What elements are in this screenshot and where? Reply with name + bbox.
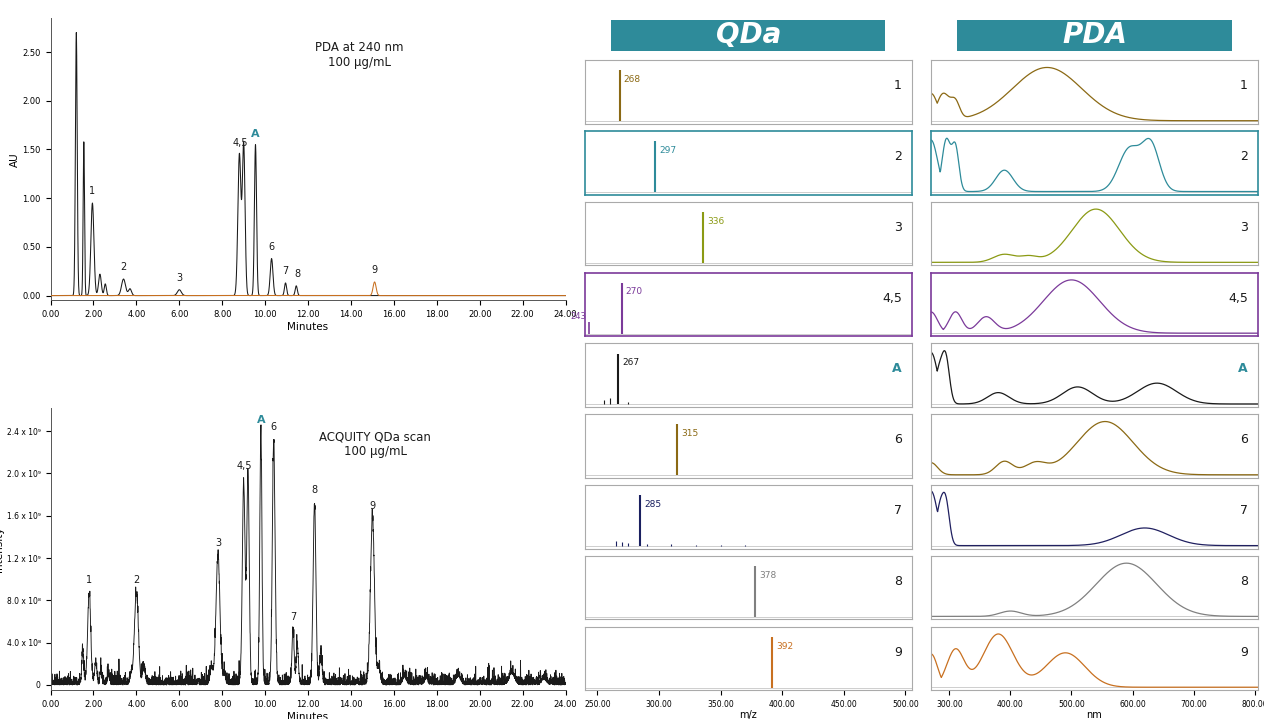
Text: 2: 2 (120, 262, 126, 273)
Text: 285: 285 (645, 500, 661, 509)
Text: 7: 7 (282, 266, 288, 276)
X-axis label: Minutes: Minutes (287, 322, 329, 332)
Text: 1: 1 (86, 575, 92, 585)
Text: 1: 1 (1240, 79, 1248, 92)
Text: 243: 243 (570, 312, 586, 321)
Text: 1: 1 (90, 186, 96, 196)
Text: A: A (892, 362, 901, 375)
Text: 6: 6 (894, 433, 901, 446)
Text: 2: 2 (894, 150, 901, 163)
Text: A: A (257, 415, 265, 425)
Text: A: A (1239, 362, 1248, 375)
Y-axis label: Intensity: Intensity (0, 526, 4, 572)
Text: 2: 2 (1240, 150, 1248, 163)
Y-axis label: AU: AU (10, 152, 20, 167)
Text: 9: 9 (372, 265, 378, 275)
Text: 3: 3 (1240, 221, 1248, 234)
Text: A: A (252, 129, 260, 139)
Text: 8: 8 (295, 269, 301, 279)
X-axis label: Minutes: Minutes (287, 712, 329, 719)
Text: 7: 7 (289, 613, 296, 623)
Text: 3: 3 (215, 539, 221, 549)
Text: 6: 6 (270, 422, 277, 432)
Text: 297: 297 (659, 146, 676, 155)
Text: 7: 7 (894, 504, 901, 517)
Text: 4,5: 4,5 (882, 291, 901, 305)
Text: 6: 6 (268, 242, 274, 252)
Text: 9: 9 (1240, 646, 1248, 659)
Text: 4,5: 4,5 (1229, 291, 1248, 305)
Text: PDA at 240 nm
100 µg/mL: PDA at 240 nm 100 µg/mL (315, 40, 403, 68)
Text: 8: 8 (894, 574, 901, 588)
Text: 378: 378 (758, 571, 776, 580)
Text: 7: 7 (1240, 504, 1248, 517)
Text: 3: 3 (176, 273, 182, 283)
FancyBboxPatch shape (957, 20, 1231, 51)
Text: QDa: QDa (715, 21, 781, 49)
Text: 392: 392 (776, 641, 794, 651)
X-axis label: nm: nm (1087, 710, 1102, 719)
Text: ACQUITY QDa scan
100 µg/mL: ACQUITY QDa scan 100 µg/mL (319, 431, 431, 459)
Text: 315: 315 (681, 429, 699, 438)
Text: 268: 268 (623, 75, 641, 84)
Text: 9: 9 (369, 501, 375, 511)
Text: 1: 1 (894, 79, 901, 92)
Text: 6: 6 (1240, 433, 1248, 446)
Text: 336: 336 (707, 216, 724, 226)
Text: 2: 2 (133, 575, 139, 585)
Text: 4,5: 4,5 (233, 137, 248, 147)
X-axis label: m/z: m/z (739, 710, 757, 719)
Text: 267: 267 (622, 358, 640, 367)
Text: 3: 3 (894, 221, 901, 234)
Text: 270: 270 (626, 288, 643, 296)
Text: 9: 9 (894, 646, 901, 659)
FancyBboxPatch shape (612, 20, 886, 51)
Text: 8: 8 (1240, 574, 1248, 588)
Text: 4,5: 4,5 (238, 461, 253, 471)
Text: 8: 8 (311, 485, 317, 495)
Text: PDA: PDA (1062, 21, 1126, 49)
